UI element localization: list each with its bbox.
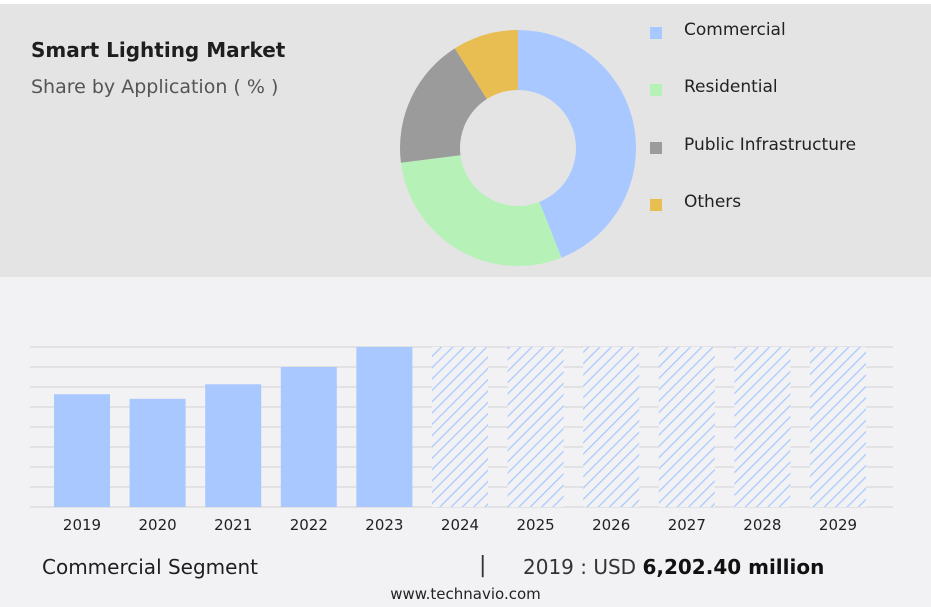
x-tick-label: 2024 (441, 516, 479, 534)
x-tick-label: 2025 (517, 516, 555, 534)
bar-2023 (356, 347, 413, 507)
legend-swatch (650, 141, 662, 154)
forecast-bar-2025 (507, 347, 564, 507)
legend-label: Others (684, 191, 742, 212)
bar-2019 (54, 394, 110, 507)
forecast-bar-2026 (583, 347, 640, 507)
footer-divider: | (479, 553, 487, 578)
chart-title: Smart Lighting Market (31, 38, 286, 62)
donut-slice-residential (400, 155, 562, 266)
x-tick-label: 2023 (365, 516, 403, 534)
segment-year-prefix: 2019 : USD (523, 555, 637, 579)
x-tick-label: 2026 (592, 516, 630, 534)
forecast-bar-2029 (810, 347, 866, 507)
legend-label: Public Infrastructure (684, 134, 857, 155)
x-tick-label: 2021 (214, 516, 252, 534)
segment-label: Commercial Segment (42, 555, 258, 579)
donut-chart (400, 30, 636, 266)
donut-slice-others (454, 30, 518, 100)
donut-slice-public-infrastructure (400, 48, 487, 163)
donut-slice-commercial (518, 30, 636, 258)
website-link[interactable]: www.technavio.com (390, 585, 541, 603)
forecast-bar-2027 (658, 347, 715, 507)
x-tick-label: 2020 (139, 516, 177, 534)
legend-swatch (650, 84, 662, 97)
bar-2021 (205, 384, 262, 507)
legend-swatch (650, 198, 662, 211)
legend-label: Residential (684, 77, 778, 98)
forecast-bar-2024 (432, 347, 488, 507)
legend-label: Commercial (684, 20, 786, 40)
legend-swatch (650, 27, 662, 39)
bar-chart: 2019 2020 2021 2022 2023 2024 2025 2026 2027 2028… (30, 346, 893, 534)
forecast-bar-2028 (734, 347, 791, 507)
x-tick-label: 2019 (63, 516, 101, 534)
bar-2020 (129, 398, 186, 507)
chart-subtitle: Share by Application ( % ) (31, 76, 279, 98)
x-tick-label: 2028 (743, 516, 781, 534)
bar-2022 (280, 367, 337, 507)
x-tick-label: 2029 (819, 516, 857, 534)
x-tick-label: 2027 (668, 516, 706, 534)
segment-value: 2019 : USD 6,202.40 million (523, 555, 824, 579)
segment-value-number: 6,202.40 million (642, 555, 825, 579)
x-tick-label: 2022 (290, 516, 328, 534)
